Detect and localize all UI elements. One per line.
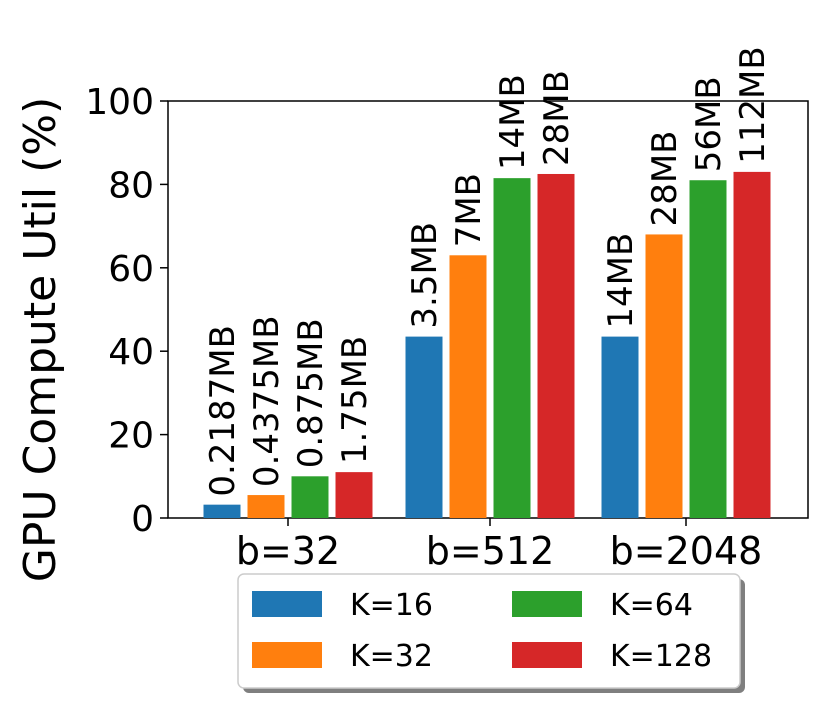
- x-tick-label: b=2048: [610, 529, 763, 573]
- legend-label-k64: K=64: [610, 588, 693, 623]
- bar-data-label: 1.75MB: [335, 336, 375, 464]
- bar-k16-b512: [405, 336, 443, 518]
- bar-data-label: 3.5MB: [405, 222, 445, 329]
- bar-data-label: 14MB: [601, 233, 641, 329]
- bar-k32-b512: [449, 255, 487, 519]
- bar-data-label: 28MB: [537, 70, 577, 166]
- legend-swatch-k16: [252, 591, 322, 617]
- y-axis-label: GPU Compute Util (%): [15, 97, 66, 582]
- legend-label-k32: K=32: [350, 639, 433, 674]
- bar-k64-b32: [291, 476, 329, 518]
- bar-data-label: 14MB: [493, 74, 533, 170]
- bar-data-label: 112MB: [733, 46, 773, 164]
- legend-label-k128: K=128: [610, 639, 712, 674]
- bar-k16-b32: [203, 504, 241, 518]
- bar-k32-b2048: [645, 234, 683, 518]
- bar-k128-b512: [537, 173, 575, 518]
- y-tick-label: 60: [108, 249, 154, 290]
- bar-k128-b2048: [733, 171, 771, 518]
- bar-k64-b2048: [689, 180, 727, 519]
- bar-data-label: 7MB: [449, 173, 489, 247]
- bar-data-label: 0.4375MB: [247, 315, 287, 487]
- bar-k32-b32: [247, 495, 285, 518]
- x-tick-label: b=32: [236, 529, 340, 573]
- bar-data-label: 56MB: [689, 76, 729, 172]
- bar-k128-b32: [335, 472, 373, 518]
- y-tick-label: 80: [108, 165, 154, 206]
- x-tick-label: b=512: [426, 529, 555, 573]
- bar-data-label: 0.2187MB: [203, 325, 243, 497]
- legend-swatch-k128: [512, 642, 582, 668]
- y-tick-label: 20: [108, 416, 154, 457]
- legend-swatch-k64: [512, 591, 582, 617]
- plot-area: 0 20 40 60 80 100 GPU Compute Util (%) b=32 0.21…: [15, 46, 809, 582]
- axes-frame: [167, 100, 809, 519]
- y-tick-label: 40: [108, 332, 154, 373]
- legend-label-k16: K=16: [350, 588, 433, 623]
- bar-data-label: 0.875MB: [291, 318, 331, 468]
- bar-k16-b2048: [601, 336, 639, 518]
- bar-data-label: 28MB: [645, 131, 685, 227]
- legend-box: [237, 573, 741, 689]
- y-tick-label: 100: [85, 82, 154, 123]
- bar-k64-b512: [493, 178, 531, 518]
- legend-swatch-k32: [252, 642, 322, 668]
- legend: K=16 K=32 K=64 K=128: [237, 573, 745, 693]
- y-tick-label: 0: [131, 499, 154, 540]
